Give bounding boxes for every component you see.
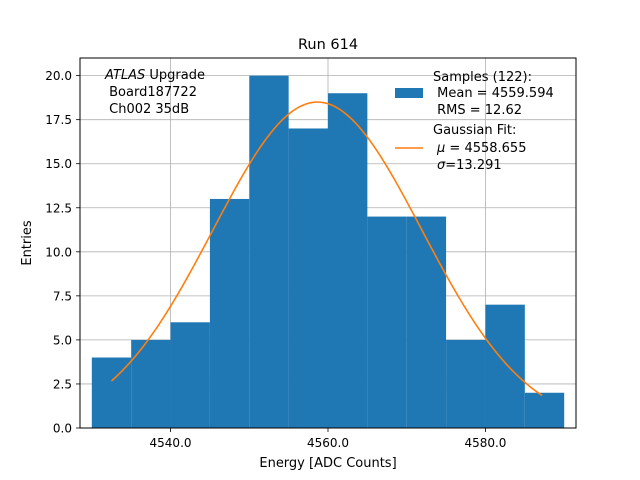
- y-tick-label-2: 5.0: [53, 333, 72, 347]
- atlas-annotation: ATLAS Upgrade Board187722 Ch002 35dB: [104, 68, 205, 117]
- histogram-bars: [91, 75, 565, 428]
- y-tick-label-0: 0.0: [53, 422, 72, 436]
- histogram-bar-7: [367, 216, 407, 428]
- y-tick-label-1: 2.5: [53, 377, 72, 391]
- x-tick-label-2: 4580.0: [464, 436, 506, 450]
- y-tick-label-6: 15.0: [45, 157, 72, 171]
- y-tick-label-7: 17.5: [45, 113, 72, 127]
- histogram-bar-2: [170, 322, 210, 428]
- histogram-bar-11: [524, 392, 565, 428]
- histogram-bar-6: [328, 93, 368, 428]
- histogram-bar-4: [249, 75, 289, 428]
- legend-samples-swatch: [395, 88, 423, 98]
- histogram-bar-10: [485, 304, 525, 428]
- y-axis-label: Entries: [20, 220, 35, 266]
- legend-samples-title: Samples (122):: [433, 70, 532, 85]
- annotation-line-3: Ch002 35dB: [105, 102, 189, 117]
- annotation-line-2: Board187722: [105, 85, 197, 100]
- legend-samples-mean: Mean = 4559.594: [433, 86, 554, 101]
- histogram-bar-5: [288, 128, 328, 428]
- y-axis-ticks: 0.0 2.5 5.0 7.5 10.0 12.5 15.0 17.5 20.0: [45, 69, 80, 436]
- histogram-bar-9: [446, 339, 486, 428]
- chart-title: Run 614: [298, 37, 358, 53]
- y-tick-label-8: 20.0: [45, 69, 72, 83]
- y-tick-label-5: 12.5: [45, 201, 72, 215]
- legend-samples-rms: RMS = 12.62: [433, 103, 522, 118]
- histogram-bar-8: [406, 216, 447, 428]
- x-axis-ticks: 4540.0 4560.0 4580.0: [150, 428, 506, 450]
- gaussian-fit-line: [110, 101, 543, 397]
- legend-fit-sigma: σ=13.291: [437, 158, 502, 173]
- legend: Samples (122): Mean = 4559.594 RMS = 12.…: [395, 70, 554, 173]
- x-tick-label-1: 4560.0: [307, 436, 349, 450]
- histogram-bar-3: [209, 198, 250, 428]
- y-tick-label-3: 7.5: [53, 289, 72, 303]
- x-tick-label-0: 4540.0: [150, 436, 192, 450]
- legend-fit-mu: μ = 4558.655: [436, 141, 526, 156]
- gaussian-fit-curve: [110, 101, 543, 397]
- x-axis-label: Energy [ADC Counts]: [259, 456, 396, 471]
- legend-fit-title: Gaussian Fit:: [433, 123, 516, 138]
- annotation-line-1: ATLAS Upgrade: [104, 68, 205, 83]
- y-tick-label-4: 10.0: [45, 245, 72, 259]
